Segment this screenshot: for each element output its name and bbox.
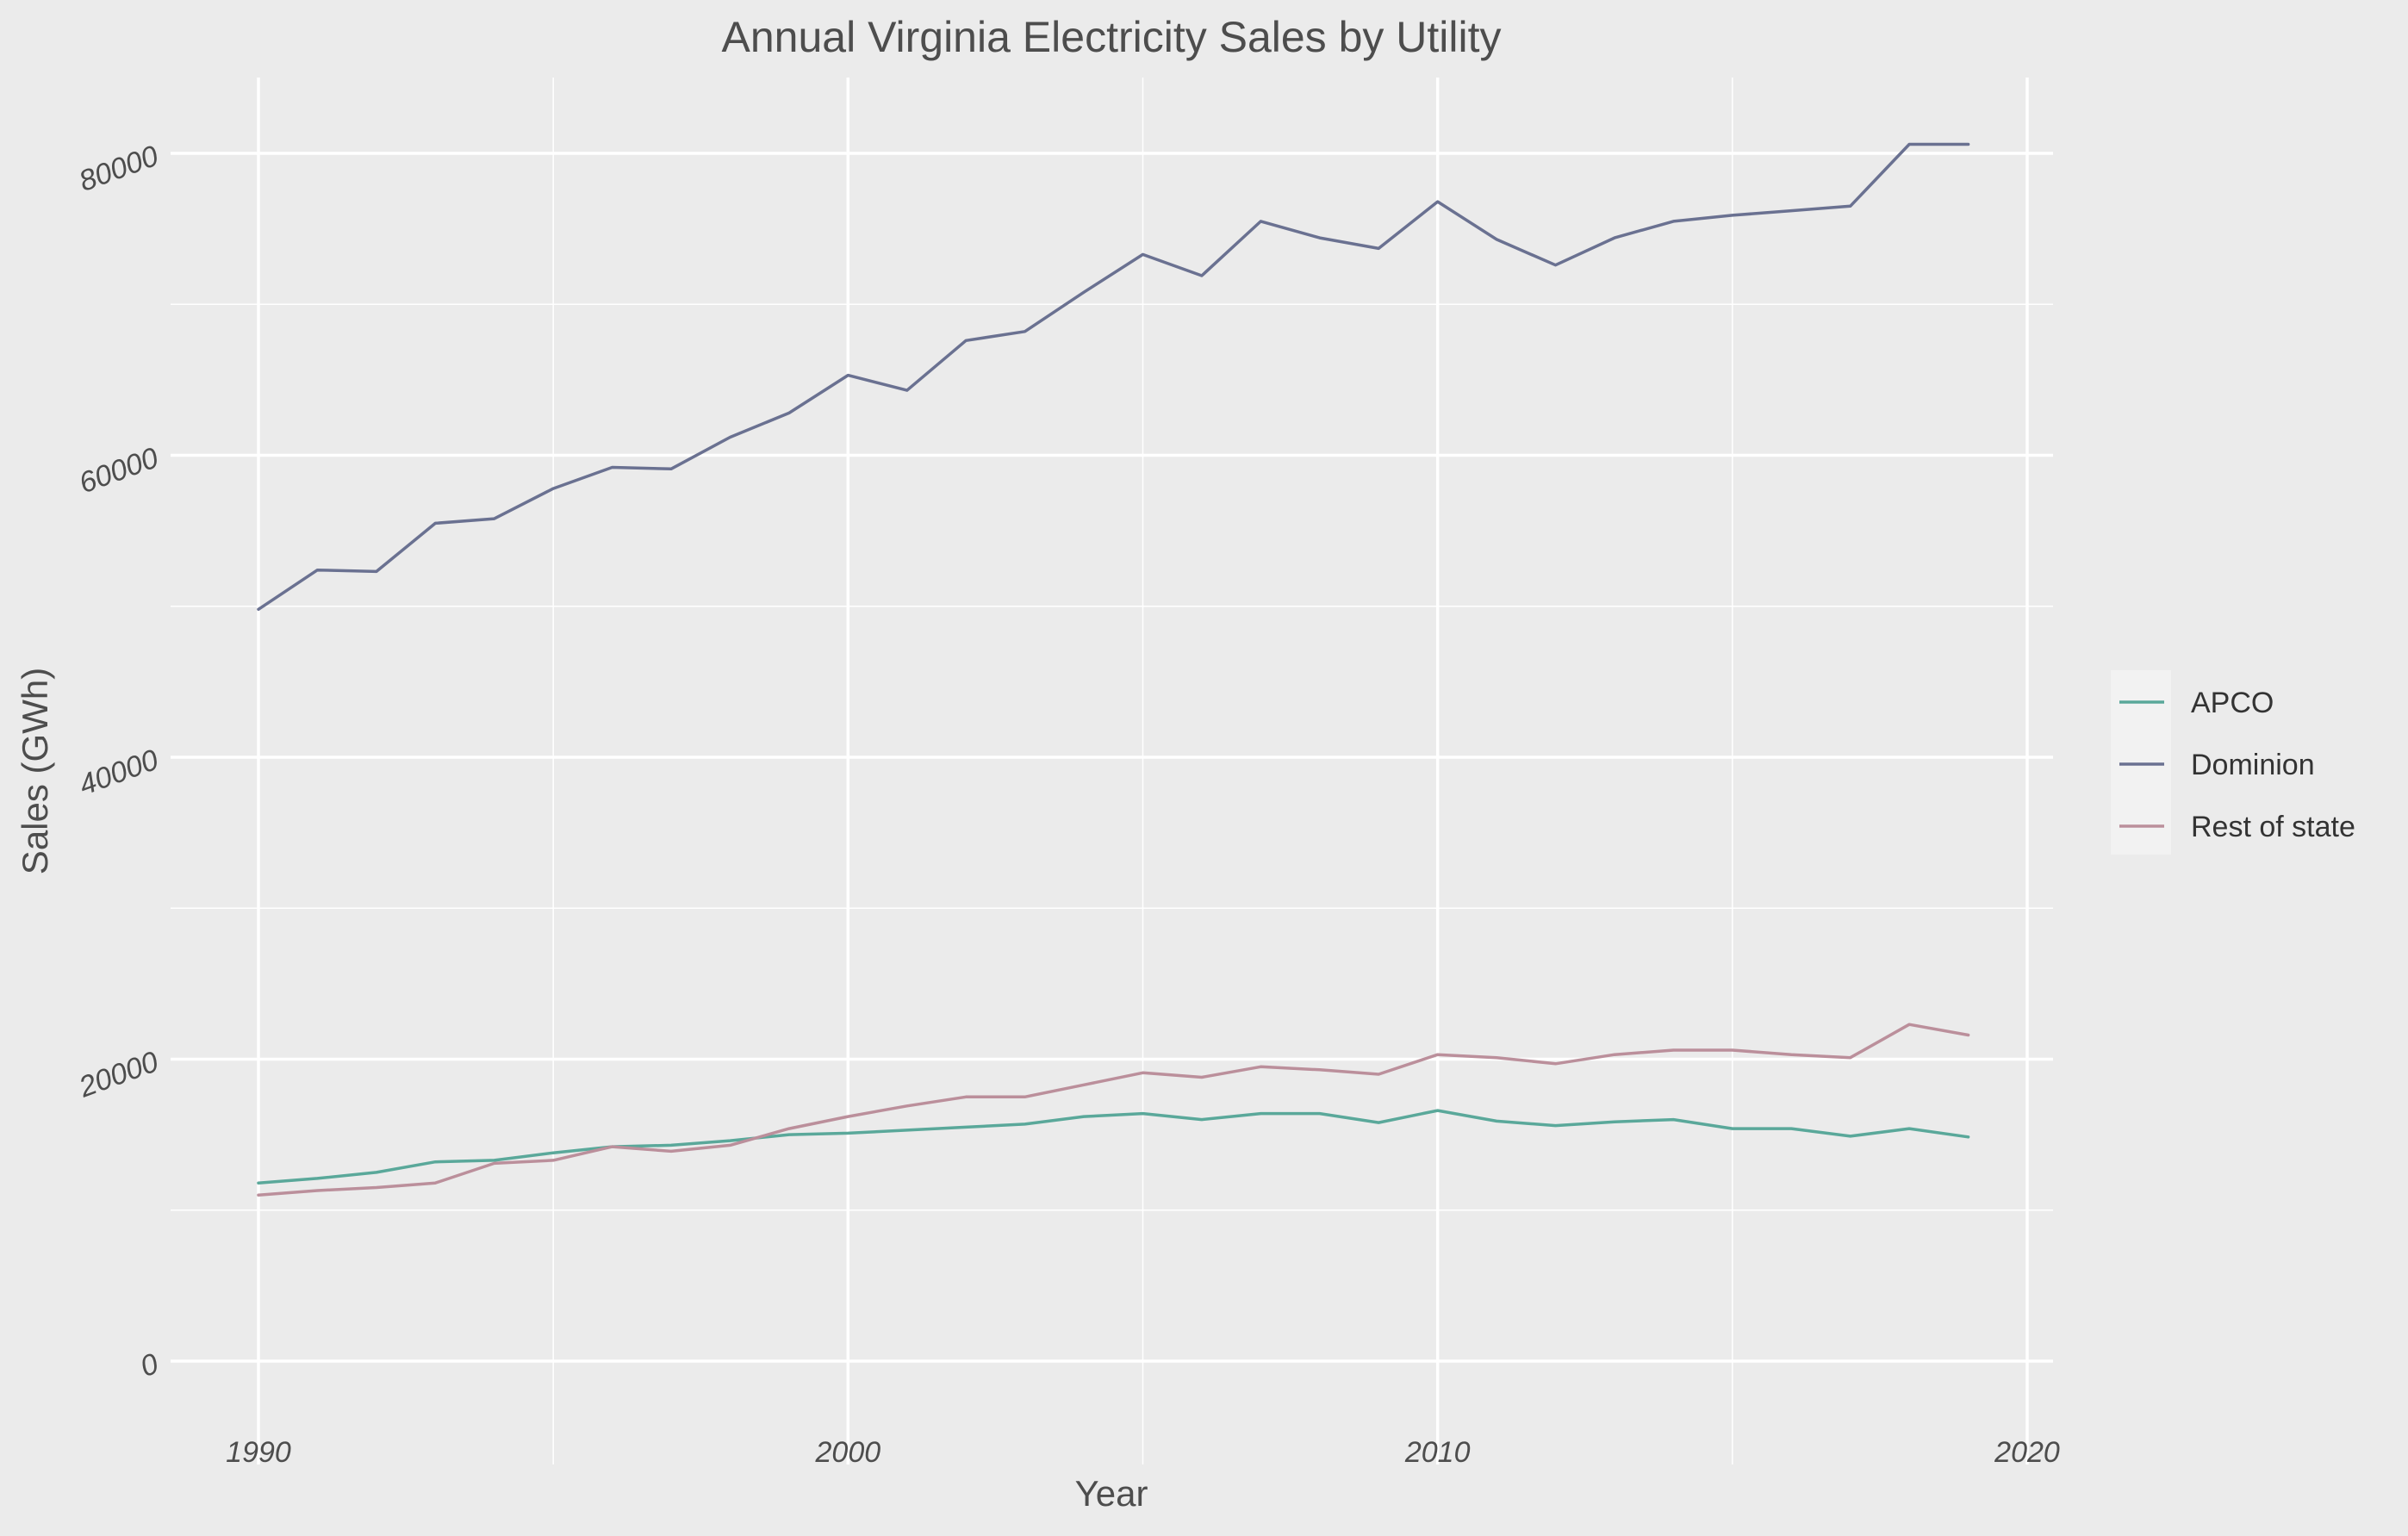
series-lines [257, 142, 1970, 1197]
series-line-rest-of-state [257, 1023, 1970, 1197]
series-line-dominion [257, 142, 1970, 612]
plot-panel [171, 78, 2053, 1464]
x-tick-label: 2000 [815, 1436, 881, 1469]
legend: APCO Dominion Rest of state [2111, 670, 2355, 855]
x-axis-label: Year [1075, 1473, 1148, 1514]
legend-label: Dominion [2191, 749, 2315, 781]
x-axis-tick-labels: 1990 2000 2010 2020 [226, 1436, 2060, 1469]
x-tick-label: 2020 [1994, 1436, 2060, 1469]
x-tick-label: 2010 [1404, 1436, 1471, 1469]
x-tick-label: 1990 [226, 1436, 291, 1469]
legend-label: APCO [2191, 687, 2274, 719]
chart-title: Annual Virginia Electricity Sales by Uti… [721, 13, 1501, 61]
series-line-apco [257, 1109, 1970, 1185]
major-gridlines [171, 78, 2053, 1464]
minor-gridlines [171, 78, 2053, 1464]
legend-label: Rest of state [2191, 811, 2355, 843]
y-axis-label: Sales (GWh) [15, 668, 55, 874]
